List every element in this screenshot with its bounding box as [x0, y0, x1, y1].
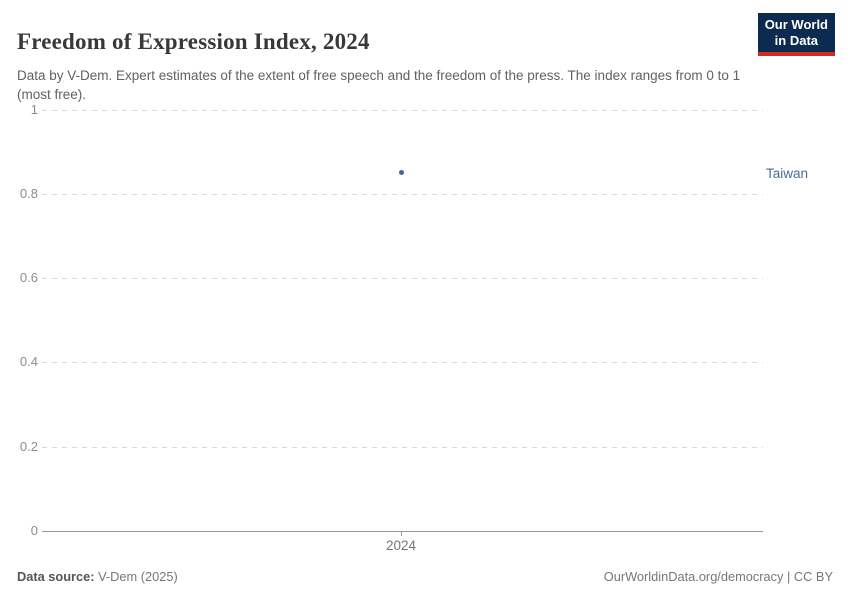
- xtick-mark-2024: [401, 531, 402, 536]
- entity-label-taiwan[interactable]: Taiwan: [766, 166, 809, 181]
- data-source-value: V-Dem (2025): [94, 569, 178, 584]
- data-source-label: Data source:: [17, 569, 95, 584]
- ytick-label-0-6: 0.6: [19, 270, 38, 285]
- ytick-label-0-2: 0.2: [19, 439, 38, 454]
- gridline-0-4: [42, 362, 763, 363]
- credit-text: OurWorldinData.org/democracy | CC BY: [603, 569, 833, 584]
- ytick-label-0-8: 0.8: [19, 186, 38, 201]
- xtick-label-2024: 2024: [385, 538, 417, 553]
- gridline-1: [42, 110, 763, 111]
- page-title: Freedom of Expression Index, 2024: [17, 29, 370, 55]
- gridline-0-6: [42, 278, 763, 279]
- owid-logo-line2: in Data: [774, 33, 819, 48]
- owid-logo[interactable]: Our World in Data: [757, 13, 835, 56]
- gridline-0-2: [42, 447, 763, 448]
- owid-logo-line1: Our World: [764, 17, 828, 32]
- x-axis-line: [42, 531, 763, 532]
- chart-subtitle: Data by V-Dem. Expert estimates of the e…: [17, 67, 741, 102]
- gridline-0-8: [42, 194, 763, 195]
- data-point-taiwan[interactable]: [399, 170, 404, 175]
- ytick-label-1: 1: [30, 102, 38, 117]
- ytick-label-0: 0: [30, 523, 38, 538]
- ytick-label-0-4: 0.4: [19, 354, 38, 369]
- data-source-text: Data source: V-Dem (2025): [17, 569, 178, 584]
